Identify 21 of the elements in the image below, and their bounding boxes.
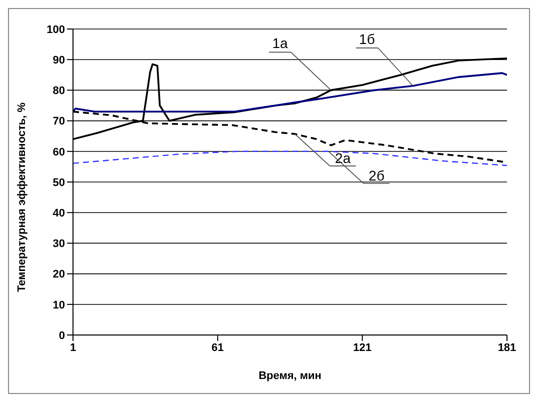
y-tick-label: 30: [52, 238, 65, 250]
y-tick-label: 0: [58, 330, 65, 342]
y-tick-label: 70: [52, 116, 65, 128]
x-tick-label: 61: [212, 342, 224, 354]
y-tick-label: 20: [52, 268, 65, 281]
text: 1а: [272, 35, 288, 52]
y-tick-label: 80: [52, 85, 65, 98]
y-axis-title: Температурная эффективность, %: [16, 102, 28, 292]
x-tick-label: 121: [353, 342, 372, 354]
y-tick-label: 90: [52, 54, 65, 67]
y-tick-label: 40: [52, 208, 65, 220]
y-tick-label: 60: [52, 146, 65, 158]
series-label: 2а: [335, 150, 351, 166]
y-tick-label: 50: [52, 176, 65, 189]
x-axis-title: Время, мин: [258, 370, 322, 382]
series-label: 2б: [368, 167, 384, 184]
text: 1б: [359, 30, 375, 47]
x-tick-label: 1: [70, 342, 76, 354]
y-tick-label: 100: [46, 24, 65, 36]
x-tick-label: 181: [498, 342, 516, 354]
y-tick-label: 10: [52, 299, 65, 312]
